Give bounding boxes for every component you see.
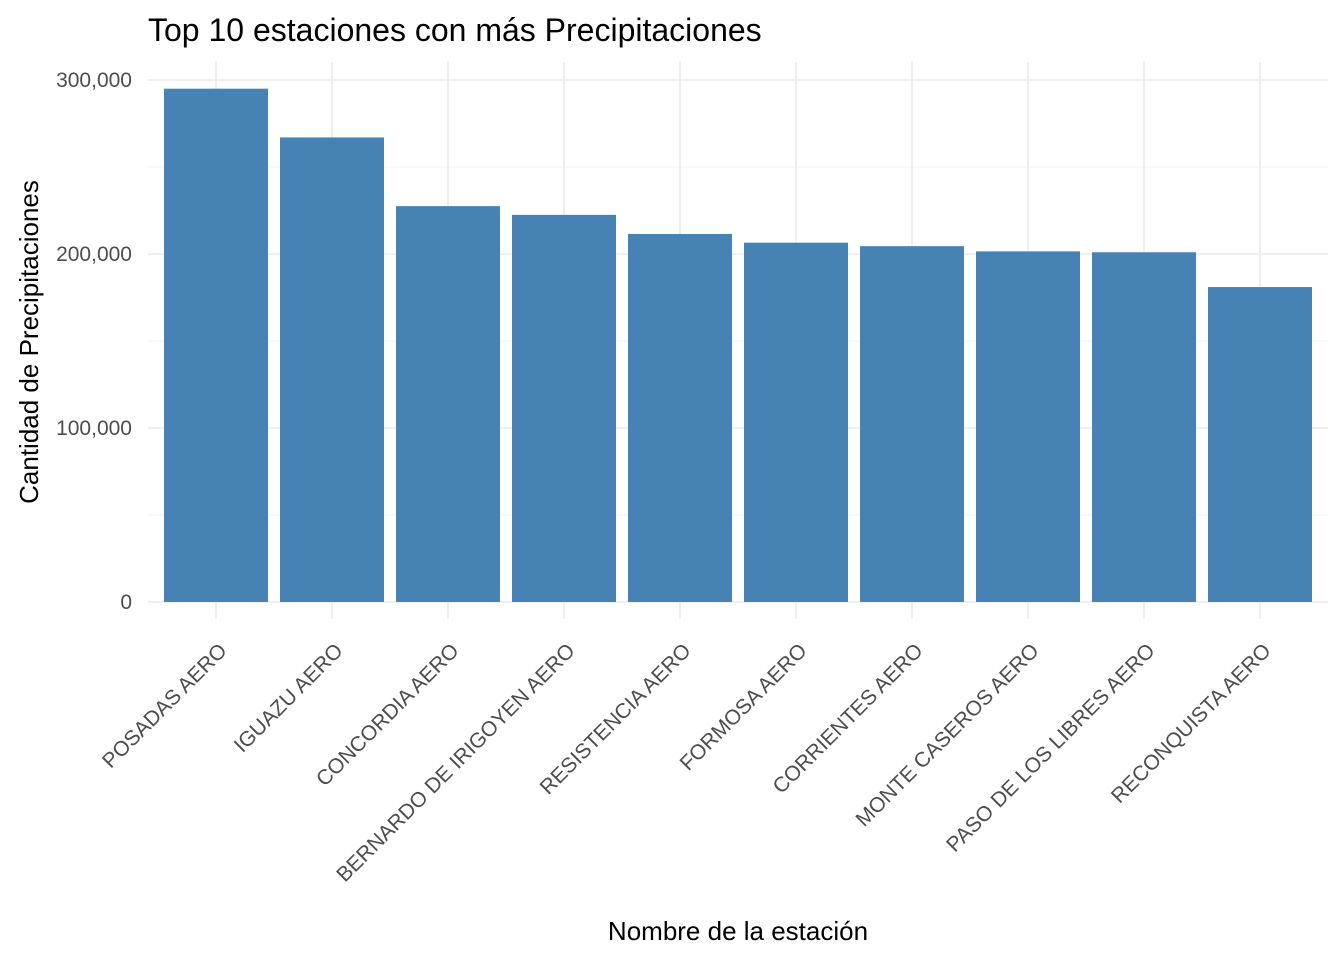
x-tick-label: PASO DE LOS LIBRES AERO — [942, 639, 1159, 856]
y-axis-title: Cantidad de Precipitaciones — [14, 180, 44, 504]
bar — [280, 137, 384, 603]
bar — [860, 246, 964, 603]
bar — [1092, 252, 1196, 602]
y-tick-label: 0 — [120, 591, 132, 614]
x-tick-label: POSADAS AERO — [98, 639, 231, 772]
bar — [1208, 287, 1312, 602]
x-axis-title: Nombre de la estación — [608, 916, 868, 946]
bar — [628, 233, 732, 603]
x-tick-label: IGUAZU AERO — [230, 639, 348, 757]
y-tick-label: 100,000 — [56, 417, 132, 440]
x-tick-label: BERNARDO DE IRIGOYEN AERO — [332, 639, 579, 886]
bar — [744, 242, 848, 602]
bar — [512, 214, 616, 602]
x-tick-label: FORMOSA AERO — [676, 639, 812, 775]
y-tick-label: 300,000 — [56, 69, 132, 92]
x-tick-label: MONTE CASEROS AERO — [852, 639, 1044, 831]
y-tick-label: 200,000 — [56, 243, 132, 266]
y-axis-tick-labels: 0 100,000 200,000 300,000 — [56, 69, 132, 614]
chart-title: Top 10 estaciones con más Precipitacione… — [148, 12, 762, 48]
bar — [976, 251, 1080, 602]
bar — [396, 206, 500, 602]
bars — [164, 88, 1312, 603]
bar — [164, 88, 268, 602]
